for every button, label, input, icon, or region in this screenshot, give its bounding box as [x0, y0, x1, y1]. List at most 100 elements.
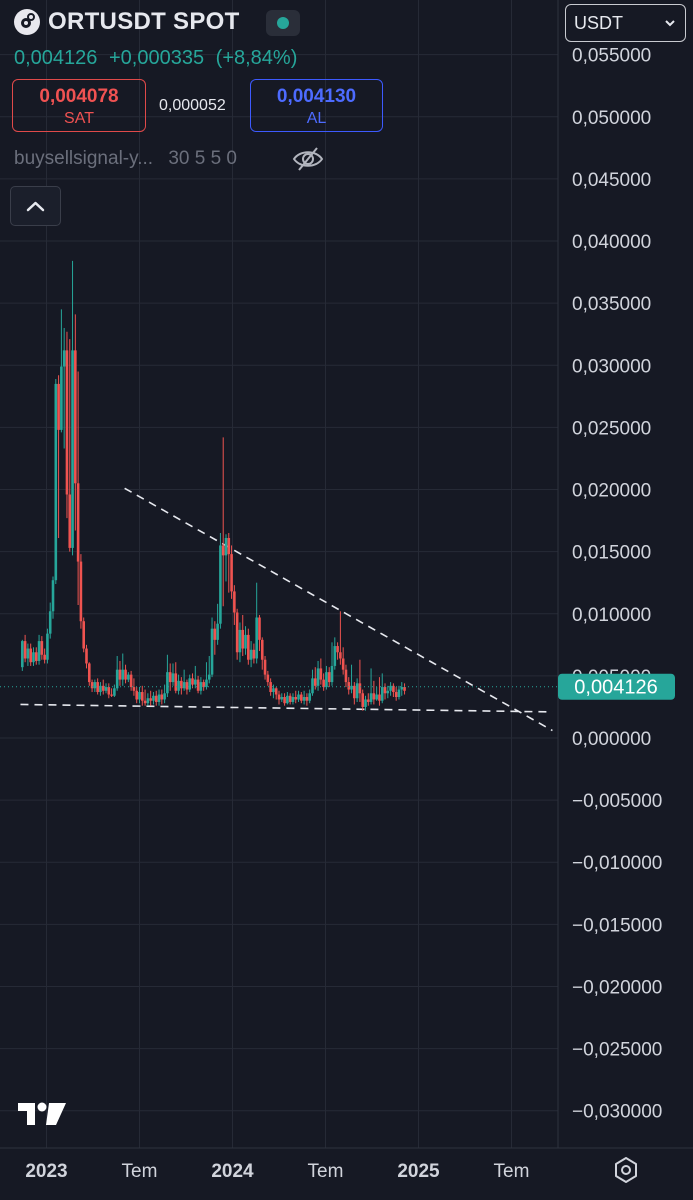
candle-body: [124, 669, 127, 680]
candle-body: [297, 694, 300, 700]
currency-value: USDT: [574, 13, 623, 33]
chevron-up-icon: [26, 201, 45, 212]
indicator-name: buysellsignal-y...: [14, 148, 154, 169]
candle-body: [140, 692, 144, 701]
x-tick-label: 2024: [211, 1161, 254, 1182]
candle-body: [350, 685, 353, 690]
candle-body: [302, 697, 306, 701]
candle-body: [113, 688, 116, 696]
candle-body: [160, 694, 164, 700]
last-price-tag-bg: [558, 673, 675, 700]
candle-body: [40, 641, 44, 655]
candle-body: [34, 652, 38, 661]
candle-body: [286, 695, 289, 704]
candle-body: [99, 685, 102, 693]
candle-body: [216, 623, 219, 640]
candle-body: [74, 350, 77, 484]
trendline[interactable]: [124, 487, 553, 732]
gear-icon[interactable]: [612, 1156, 640, 1184]
candle-body: [305, 697, 309, 701]
buy-button[interactable]: 0,004130 AL: [250, 79, 383, 132]
candle-body: [205, 679, 208, 688]
last-price: 0,004126: [14, 47, 98, 69]
candle-body: [132, 687, 136, 691]
candle-body: [71, 350, 74, 548]
candle-body: [143, 700, 147, 704]
x-tick-label: 2025: [397, 1161, 440, 1182]
trendlines: [20, 487, 553, 732]
sell-button[interactable]: 0,004078 SAT: [12, 79, 146, 132]
candles: [21, 260, 406, 711]
candle-body: [168, 672, 172, 683]
candle-body: [266, 674, 270, 683]
candle-body: [79, 561, 83, 622]
candle-body: [115, 669, 119, 689]
market-open-dot-icon[interactable]: [266, 10, 300, 36]
candle-body: [166, 672, 169, 694]
candle-body: [283, 697, 286, 704]
y-axis: 0,055000 0,050000 0,045000 0,040000 0,035000…: [572, 46, 662, 1123]
change-abs: +0,000335: [108, 47, 205, 69]
candle-body: [90, 682, 94, 689]
candle-body: [118, 669, 122, 680]
candle-body: [333, 646, 337, 666]
indicator-legend[interactable]: buysellsignal-y... 30 5 5 0: [14, 148, 272, 170]
candle-body: [68, 494, 72, 548]
candle-body: [255, 617, 258, 659]
y-tick-label: 0,000000: [572, 729, 651, 750]
y-tick-label: 0,010000: [572, 605, 651, 626]
candle-body: [375, 694, 378, 700]
candle-body: [369, 693, 373, 702]
trendline[interactable]: [20, 703, 553, 713]
candle-body: [252, 649, 256, 659]
candle-body: [344, 669, 348, 683]
x-tick-label: Tem: [494, 1161, 530, 1182]
candle-body: [339, 652, 342, 659]
candle-body: [174, 673, 178, 691]
candle-body: [392, 685, 395, 693]
eye-off-icon[interactable]: [291, 144, 325, 174]
candle-body: [185, 682, 189, 690]
candle-body: [76, 483, 80, 562]
candle-body: [263, 659, 267, 675]
symbol-title: ORTUSDT SPOT: [48, 8, 240, 35]
candle-body: [249, 649, 253, 660]
candle-body: [258, 617, 261, 640]
candle-body: [294, 697, 298, 700]
candle-body: [230, 554, 233, 592]
candle-body: [54, 383, 58, 581]
candle-body: [325, 672, 328, 688]
candle-body: [358, 683, 362, 694]
y-tick-label: 0,020000: [572, 481, 651, 502]
candle-body: [101, 685, 105, 691]
price-change-row: 0,004126 +0,000335 (+8,84%): [14, 47, 303, 70]
candle-body: [29, 648, 32, 663]
candle-body: [316, 668, 320, 686]
y-tick-label: 0,015000: [572, 543, 651, 564]
candle-body: [378, 694, 381, 701]
sell-label: SAT: [64, 110, 94, 127]
candle-body: [394, 692, 398, 697]
collapse-button[interactable]: [10, 186, 61, 226]
currency-select[interactable]: USDT: [565, 4, 686, 42]
candle-body: [272, 688, 275, 693]
candle-body: [364, 699, 367, 707]
last-price-tag-label: 0,004126: [574, 677, 657, 699]
buy-label: AL: [306, 110, 327, 127]
symbol-row[interactable]: ORTUSDT SPOT: [14, 8, 240, 36]
candle-body: [210, 628, 214, 675]
candle-body: [260, 639, 264, 660]
candle-body: [135, 690, 139, 700]
candle-body: [37, 641, 41, 661]
candle-body: [288, 695, 292, 702]
candle-body: [224, 537, 228, 556]
candle-body: [26, 648, 30, 659]
candle-body: [233, 591, 236, 613]
candle-body: [274, 688, 278, 695]
y-tick-label: 0,025000: [572, 418, 651, 439]
candle-body: [221, 545, 225, 556]
candle-body: [110, 694, 113, 696]
x-tick-label: Tem: [308, 1161, 344, 1182]
candle-body: [127, 674, 130, 680]
